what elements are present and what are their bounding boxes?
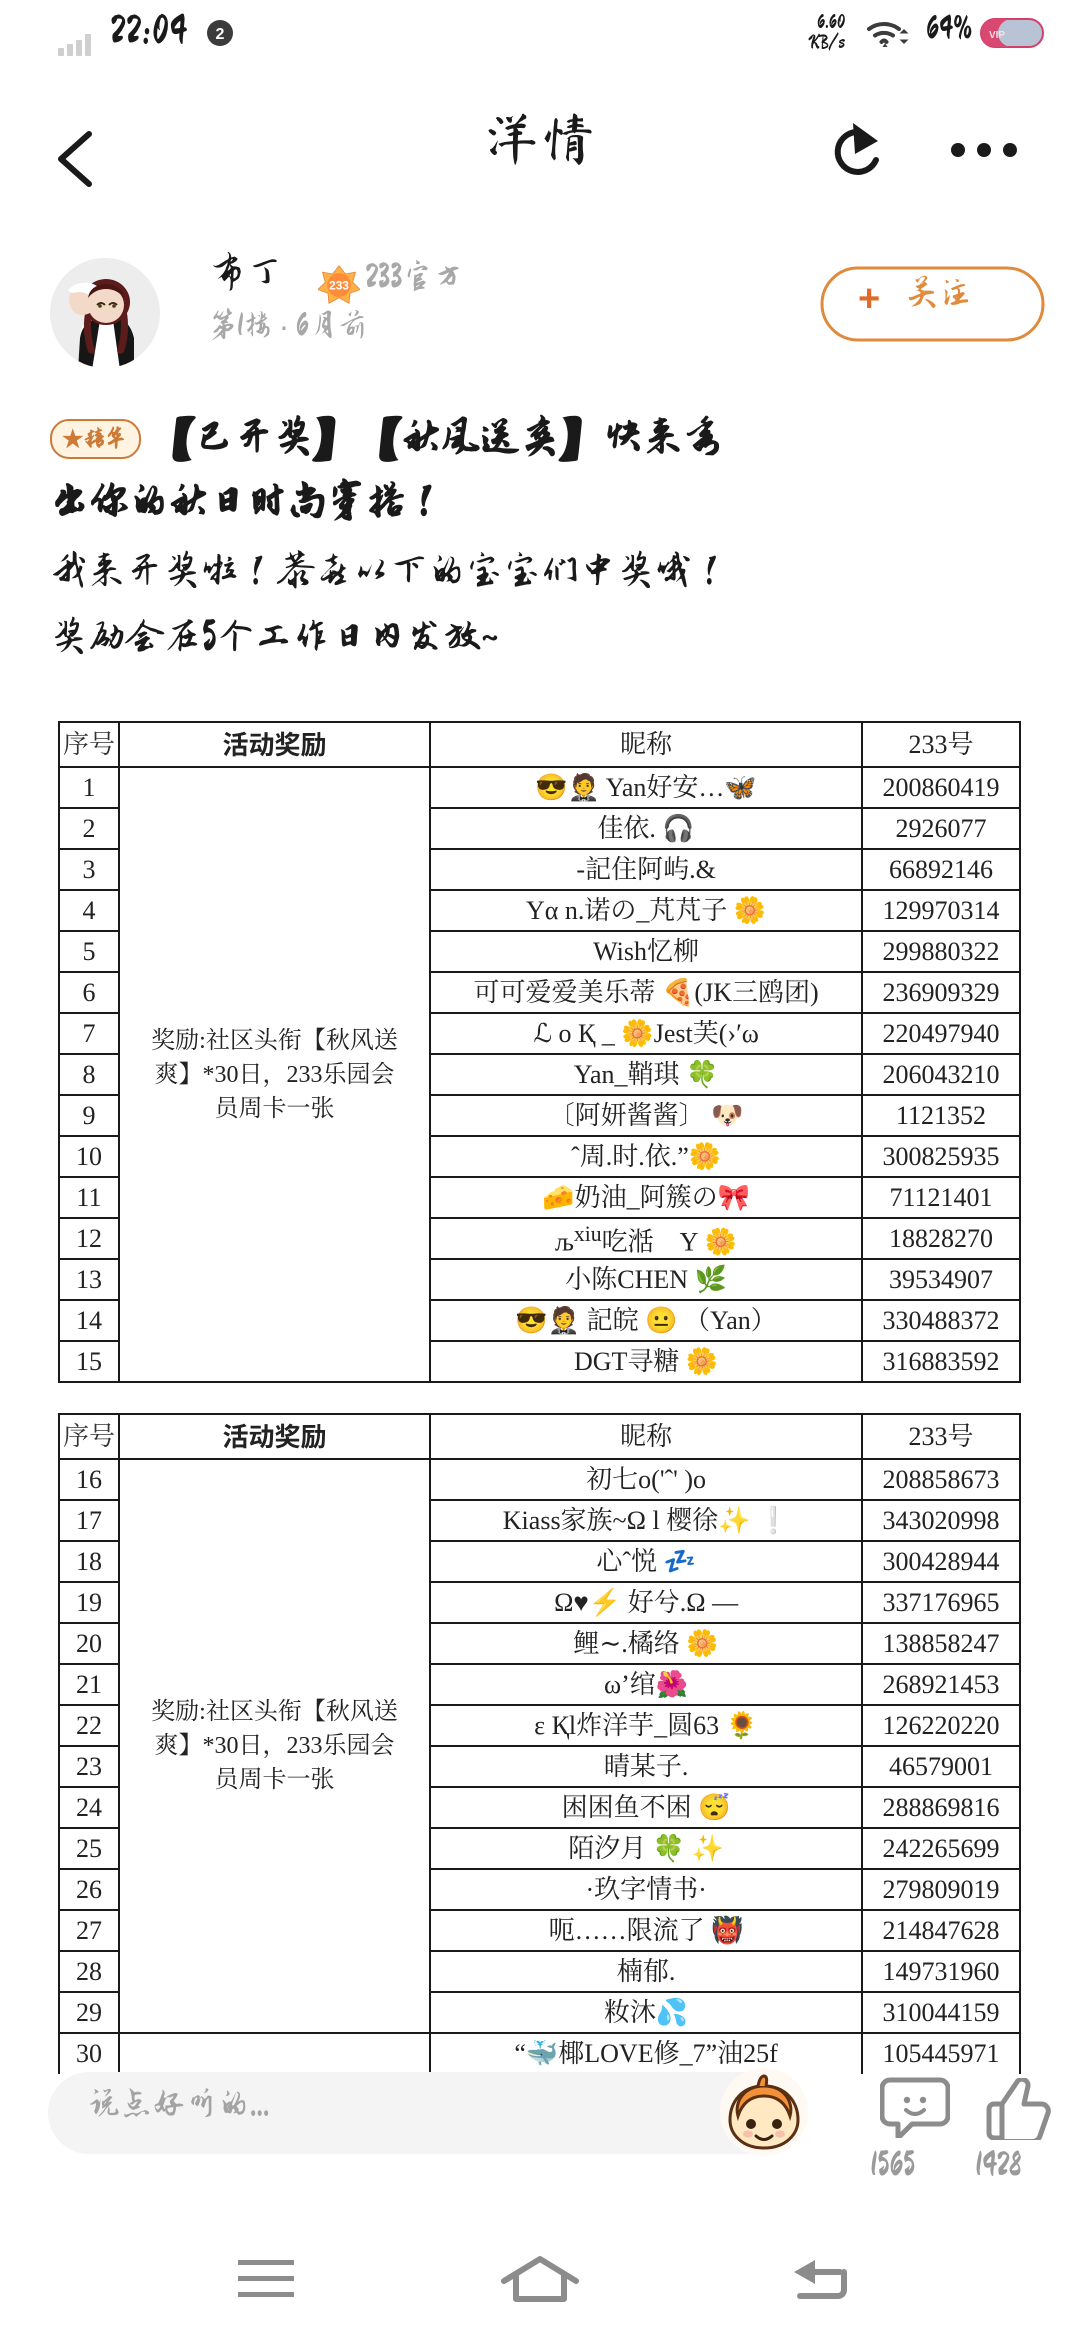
svg-text:2: 2	[216, 26, 225, 43]
svg-text:VIP: VIP	[989, 30, 1005, 41]
svg-text:233: 233	[329, 279, 349, 293]
